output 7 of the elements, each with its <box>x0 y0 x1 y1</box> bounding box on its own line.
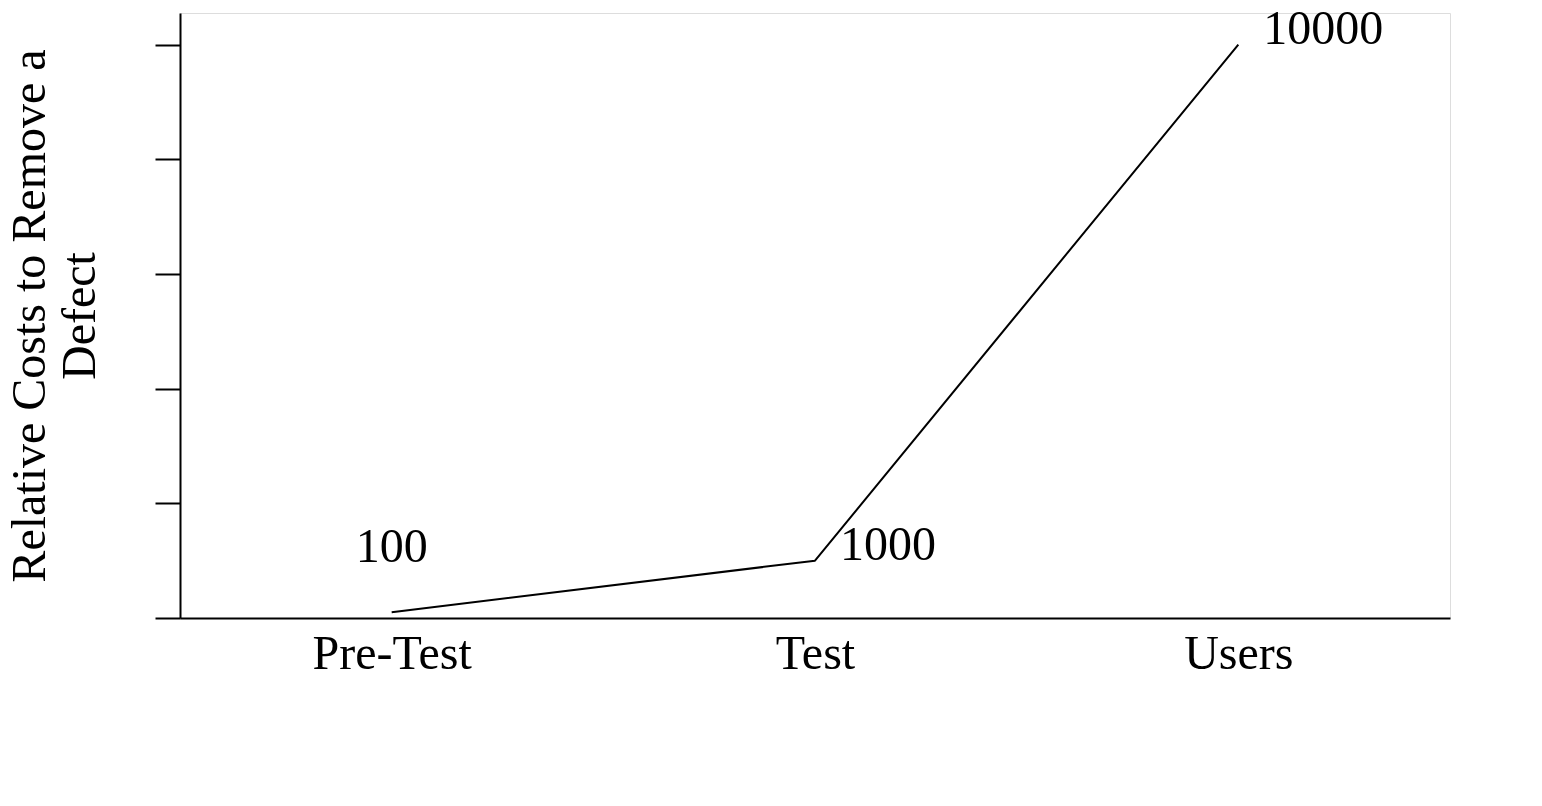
data-label: 1000 <box>840 516 936 570</box>
x-tick-label: Test <box>775 625 856 679</box>
x-tick-label: Users <box>1184 625 1294 679</box>
data-label: 10000 <box>1263 0 1384 54</box>
x-tick-label: Pre-Test <box>312 625 473 679</box>
y-axis-title: Relative Costs to Remove a Defect <box>1 49 105 583</box>
data-label: 100 <box>355 519 428 573</box>
